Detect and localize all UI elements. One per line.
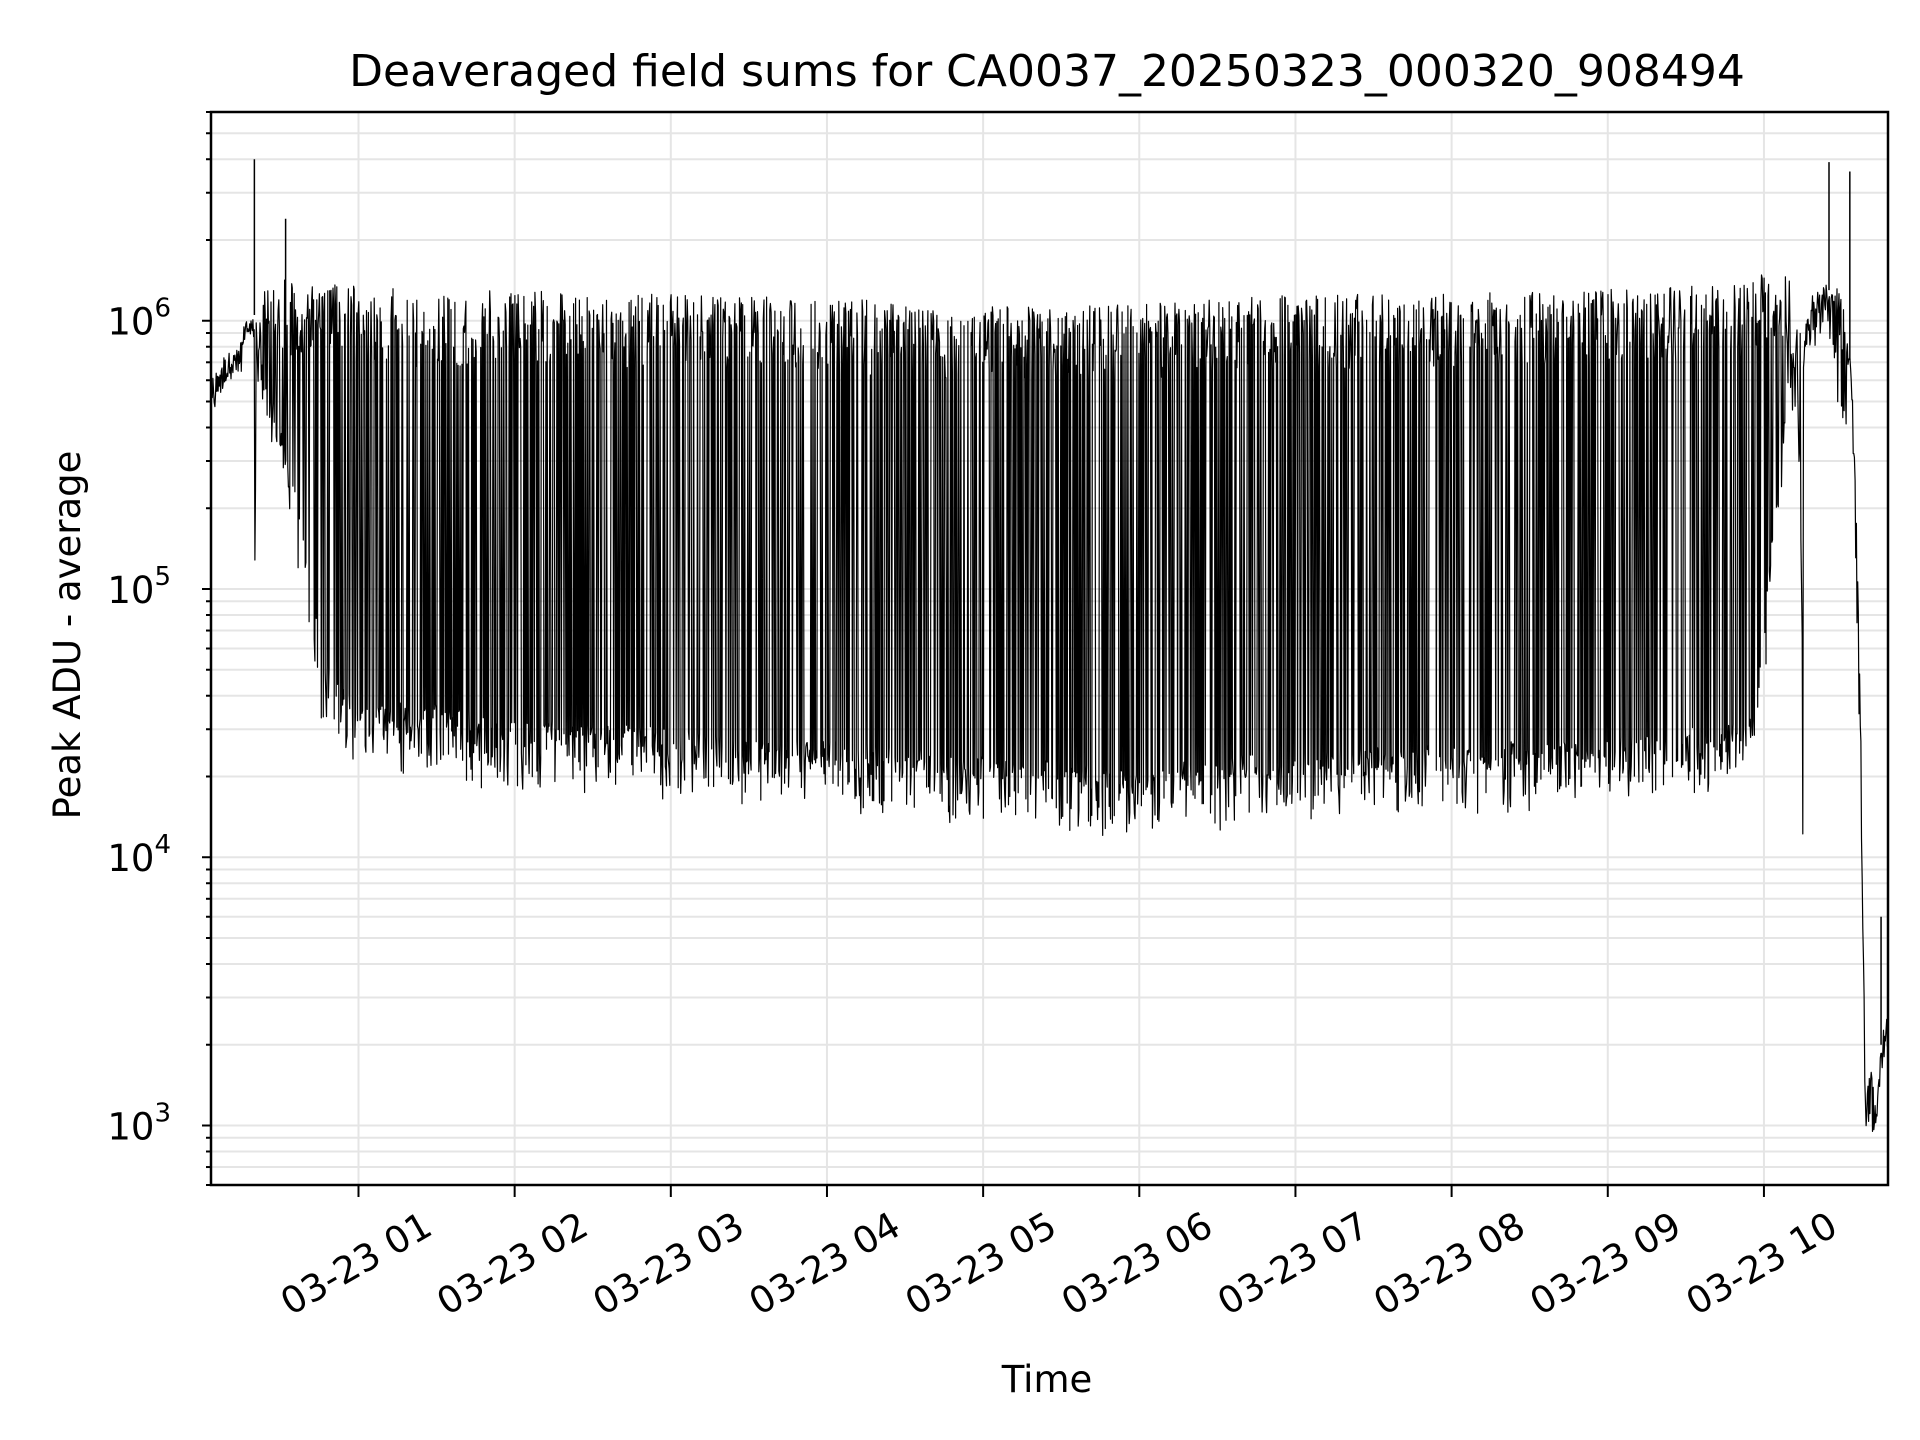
y-tick-label: 103 bbox=[107, 1098, 171, 1148]
y-axis-label: Peak ADU - average bbox=[46, 451, 89, 820]
plot-frame bbox=[209, 110, 1890, 1187]
series-layer bbox=[210, 159, 1889, 1132]
y-tick-label: 106 bbox=[107, 294, 171, 344]
chart-title: Deaveraged field sums for CA0037_2025032… bbox=[349, 46, 1745, 97]
series-line bbox=[210, 274, 1889, 1132]
y-tick-label: 104 bbox=[107, 830, 171, 880]
x-axis-label: Time bbox=[1001, 1358, 1093, 1401]
y-tick-label: 105 bbox=[107, 562, 171, 612]
